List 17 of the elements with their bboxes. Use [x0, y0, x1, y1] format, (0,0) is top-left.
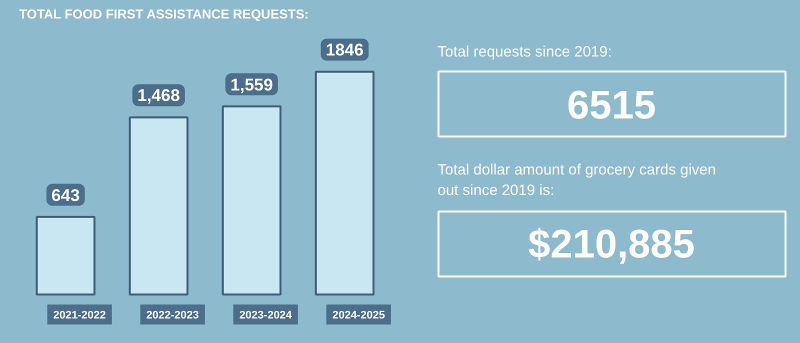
text: 6515	[567, 84, 656, 128]
text: Total dollar amount of grocery cards given out since 2019 is:	[438, 162, 716, 199]
chart-title: TOTAL FOOD FIRST ASSISTANCE REQUESTS:	[19, 6, 309, 22]
bar	[36, 216, 96, 296]
data-label: 1846	[326, 40, 364, 60]
bar	[128, 116, 188, 296]
bar	[222, 105, 282, 296]
text: $210,885	[528, 222, 695, 266]
data-label: 1,468	[137, 86, 180, 106]
text: Total requests since 2019:	[438, 44, 612, 60]
x-tick-label: 2024-2025	[332, 310, 385, 322]
x-tick-label: 2022-2023	[146, 310, 199, 322]
bar	[314, 70, 375, 296]
x-tick-label: 2021-2022	[53, 310, 106, 322]
x-tick-label: 2023-2024	[239, 310, 293, 322]
data-label: 1,559	[230, 75, 273, 94]
data-label: 643	[51, 186, 80, 205]
